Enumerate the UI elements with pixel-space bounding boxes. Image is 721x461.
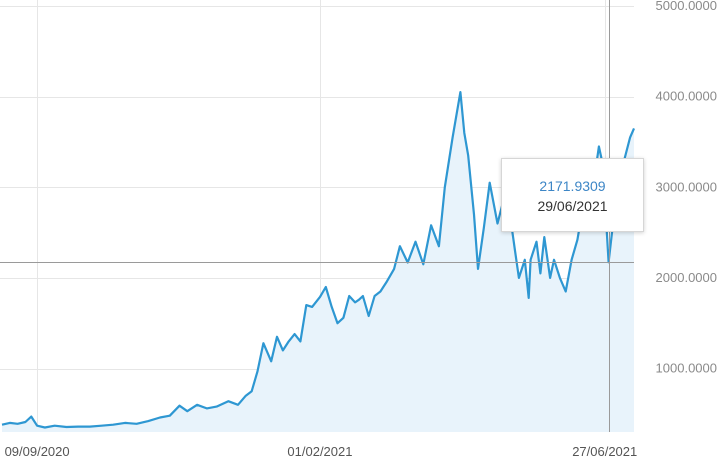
y-tick-label: 4000.0000 (656, 89, 717, 104)
y-tick-label: 1000.0000 (656, 361, 717, 376)
y-tick-label: 3000.0000 (656, 179, 717, 194)
tooltip: 2171.9309 29/06/2021 (501, 158, 644, 232)
x-tick-label: 01/02/2021 (287, 444, 352, 459)
x-axis: 09/09/2020 01/02/2021 27/06/2021 (5, 444, 638, 459)
x-tick-label: 27/06/2021 (572, 444, 637, 459)
tooltip-value: 2171.9309 (539, 178, 606, 194)
tooltip-date: 29/06/2021 (537, 198, 608, 214)
series-line (1, 91, 636, 429)
area-fill (2, 92, 634, 432)
y-tick-label: 5000.0000 (656, 0, 717, 13)
y-tick-label: 2000.0000 (656, 270, 717, 285)
x-tick-label: 09/09/2020 (5, 444, 70, 459)
y-axis: 5000.0000 4000.0000 3000.0000 2000.0000 1000… (656, 0, 717, 376)
